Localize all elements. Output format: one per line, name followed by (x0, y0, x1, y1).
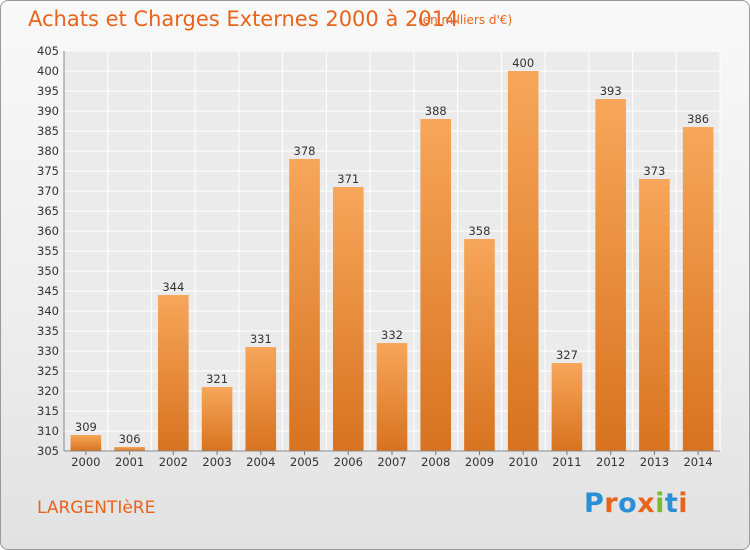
bar-2009[interactable] (464, 239, 495, 451)
x-tick-label-2003: 2003 (202, 455, 231, 469)
bar-2002[interactable] (158, 295, 189, 451)
bar-2014[interactable] (682, 127, 714, 451)
logo-letter: x (637, 488, 656, 519)
y-tick-label: 340 (37, 304, 59, 318)
logo-letter: o (618, 488, 638, 519)
bar-2005[interactable] (289, 159, 320, 451)
x-tick-label-2013: 2013 (640, 455, 669, 469)
x-tick-label-2005: 2005 (290, 455, 319, 469)
y-tick-label: 315 (37, 404, 59, 418)
y-tick-label: 320 (37, 384, 59, 398)
y-tick-label: 390 (37, 104, 59, 118)
chart-unit: (en milliers d'€) (418, 13, 513, 27)
data-label-2008: 388 (425, 104, 447, 118)
x-tick-label-2001: 2001 (115, 455, 144, 469)
bar-2003[interactable] (201, 387, 233, 451)
y-tick-label: 375 (37, 164, 59, 178)
data-label-2010: 400 (512, 56, 534, 70)
bar-2004[interactable] (245, 347, 277, 451)
x-tick-label-2008: 2008 (421, 455, 450, 469)
data-label-2007: 332 (381, 328, 403, 342)
y-tick-label: 335 (37, 324, 59, 338)
x-tick-label-2004: 2004 (246, 455, 275, 469)
bar-2007[interactable] (376, 343, 408, 451)
y-tick-label: 310 (37, 424, 59, 438)
x-tick-label-2012: 2012 (596, 455, 625, 469)
data-label-2000: 309 (75, 420, 97, 434)
x-tick-label-2011: 2011 (552, 455, 581, 469)
data-label-2006: 371 (337, 172, 359, 186)
x-tick-label-2009: 2009 (465, 455, 494, 469)
data-label-2005: 378 (294, 144, 316, 158)
chart-title: Achats et Charges Externes 2000 à 2014 (28, 7, 459, 31)
y-tick-label: 345 (37, 284, 59, 298)
bar-2010[interactable] (507, 71, 539, 451)
bar-2001[interactable] (114, 447, 145, 451)
data-label-2003: 321 (206, 372, 228, 386)
y-tick-label: 395 (37, 84, 59, 98)
x-tick-label-2007: 2007 (377, 455, 406, 469)
data-label-2014: 386 (687, 112, 709, 126)
location-name: LARGENTIèRE (37, 498, 156, 518)
logo-letter: r (604, 488, 619, 519)
x-tick-label-2002: 2002 (159, 455, 188, 469)
bar-2008[interactable] (420, 119, 452, 451)
y-tick-label: 370 (37, 184, 59, 198)
y-tick-label: 385 (37, 124, 59, 138)
data-label-2004: 331 (250, 332, 272, 346)
y-tick-label: 405 (37, 44, 59, 58)
x-tick-label-2000: 2000 (71, 455, 100, 469)
y-tick-label: 360 (37, 224, 59, 238)
x-tick-label-2006: 2006 (334, 455, 363, 469)
data-label-2013: 373 (643, 164, 665, 178)
logo-letter: i (678, 488, 689, 519)
y-tick-label: 355 (37, 244, 59, 258)
bar-2013[interactable] (639, 179, 670, 451)
logo-letter: t (664, 488, 679, 519)
y-tick-label: 330 (37, 344, 59, 358)
data-label-2012: 393 (600, 84, 622, 98)
data-label-2011: 327 (556, 348, 578, 362)
logo-letter: P (584, 488, 605, 519)
y-tick-label: 365 (37, 204, 59, 218)
data-label-2001: 306 (119, 432, 141, 446)
y-tick-label: 305 (37, 444, 59, 458)
y-tick-label: 400 (37, 64, 59, 78)
bar-2012[interactable] (595, 99, 626, 451)
data-label-2002: 344 (162, 280, 184, 294)
bar-2006[interactable] (332, 187, 364, 451)
logo-letter: i (655, 488, 665, 519)
y-tick-label: 325 (37, 364, 59, 378)
x-tick-label-2014: 2014 (683, 455, 712, 469)
x-tick-label-2010: 2010 (509, 455, 538, 469)
y-tick-label: 350 (37, 264, 59, 278)
y-tick-label: 380 (37, 144, 59, 158)
proxiti-logo[interactable]: Proxiti (584, 488, 688, 519)
bar-2000[interactable] (70, 435, 102, 451)
data-label-2009: 358 (468, 224, 490, 238)
bar-2011[interactable] (551, 363, 583, 451)
